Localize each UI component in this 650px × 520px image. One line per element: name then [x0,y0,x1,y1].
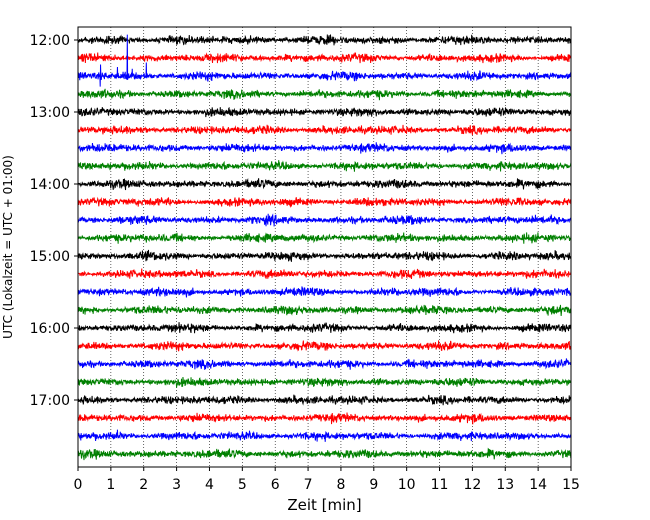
y-tick-label: 13:00 [30,105,70,121]
x-tick-label: 5 [238,477,247,493]
x-tick-label: 0 [74,477,83,493]
trace-row-17 [77,340,572,352]
trace-row-6 [77,142,572,155]
trace-row-23 [77,447,572,461]
trace-row-4 [77,106,572,118]
vertical-grid-lines [110,27,539,467]
trace-row-21 [77,412,572,425]
trace-row-5 [77,124,572,136]
x-tick-label: 13 [496,477,514,493]
x-tick-label: 15 [562,477,580,493]
trace-row-13 [77,268,572,280]
trace-row-15 [77,304,572,316]
trace-row-9 [77,196,572,209]
trace-row-7 [77,160,572,172]
y-tick-label: 17:00 [30,393,70,409]
x-tick-label: 12 [463,477,481,493]
x-tick-label: 9 [369,477,378,493]
x-tick-label: 1 [106,477,115,493]
y-tick-label: 12:00 [30,33,70,49]
trace-row-10 [77,213,572,227]
trace-row-20 [77,394,572,406]
trace-row-3 [77,88,572,101]
trace-row-19 [77,376,572,388]
x-tick-label: 14 [529,477,547,493]
trace-row-2 [77,34,572,87]
y-tick-label: 15:00 [30,249,70,265]
x-tick-label: 4 [205,477,214,493]
trace-row-11 [77,232,572,244]
y-tick-label: 14:00 [30,177,70,193]
trace-row-18 [77,358,572,370]
x-tick-label: 11 [431,477,449,493]
x-tick-label: 10 [398,477,416,493]
x-tick-label: 8 [336,477,345,493]
trace-row-0 [77,34,572,46]
trace-row-8 [77,177,572,191]
trace-row-16 [77,322,572,334]
x-axis-label: Zeit [min] [287,496,361,514]
trace-row-12 [77,249,572,262]
plot-frame [77,26,572,468]
x-axis-ticks: 0 1 2 3 4 5 6 7 8 9 10 11 12 13 14 15 [74,467,580,493]
x-tick-label: 7 [304,477,313,493]
y-tick-label: 16:00 [30,321,70,337]
x-tick-label: 2 [139,477,148,493]
x-tick-label: 3 [172,477,181,493]
trace-row-14 [77,286,572,298]
y-axis-ticks: 12:00 13:00 14:00 15:00 16:00 17:00 [30,33,78,409]
seismic-traces [77,34,572,461]
trace-row-1 [77,52,572,64]
x-tick-label: 6 [271,477,280,493]
y-axis-label: UTC (Lokalzeit = UTC + 01:00) [1,155,15,339]
trace-row-22 [77,429,572,442]
